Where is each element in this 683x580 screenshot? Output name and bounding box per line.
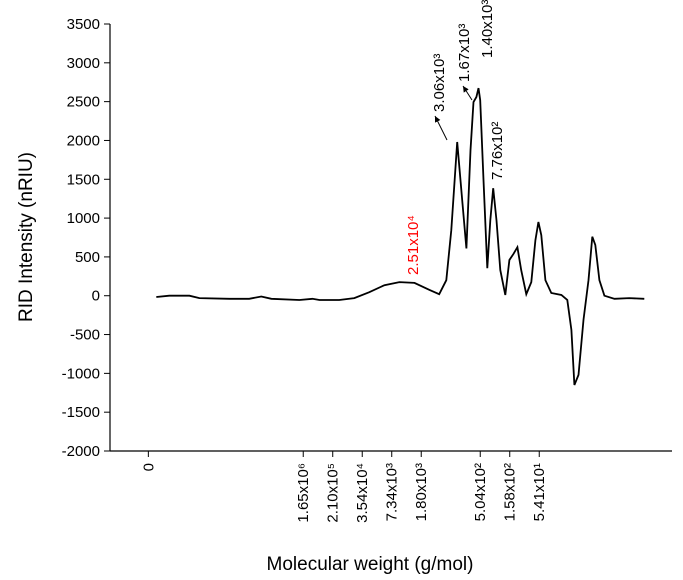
y-tick-label: -500 [70,327,100,344]
x-tick-label: 3.54x10⁴ [354,463,371,523]
x-tick-label: 5.04x10² [472,463,489,521]
y-tick-label: 2500 [67,94,100,111]
y-axis-label: RID Intensity (nRIU) [16,152,37,322]
x-tick-label: 1.58x10² [502,463,519,521]
y-tick-label: 3000 [67,55,100,72]
x-tick-label: 2.10x10⁵ [325,463,342,523]
y-tick-label: -1500 [62,404,100,421]
x-axis-label: Molecular weight (g/mol) [267,554,474,575]
y-tick-label: -1000 [62,365,100,382]
y-tick-label: 1500 [67,171,100,188]
y-tick-label: 3500 [67,16,100,33]
annotation: 1.40x10³ [479,0,496,58]
annotation: 7.76x10² [489,122,506,180]
x-tick-label: 1.65x10⁶ [295,463,312,523]
annotation: 1.67x10³ [456,24,473,82]
x-tick-label: 7.34x10³ [384,463,401,521]
x-tick-label: 0 [140,463,157,471]
y-tick-label: 0 [92,288,100,305]
y-tick-label: -2000 [62,443,100,460]
y-tick-label: 2000 [67,132,100,149]
line [156,87,645,386]
x-tick-label: 1.80x10³ [413,463,430,521]
annotation: 3.06x10³ [431,54,448,112]
annotation: 2.51x10⁴ [405,215,422,275]
arrow [462,85,473,101]
y-tick-label: 500 [75,249,100,266]
arrow [434,115,448,141]
y-tick-label: 1000 [67,210,100,227]
x-tick-label: 5.41x10¹ [531,463,548,521]
